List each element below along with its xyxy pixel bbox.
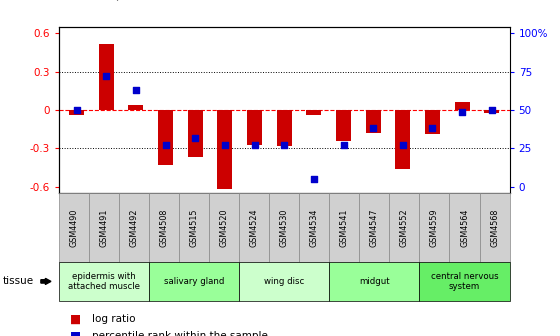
- Point: [309, 176, 318, 182]
- Text: GSM4492: GSM4492: [129, 208, 138, 247]
- Text: tissue: tissue: [3, 277, 34, 286]
- Point: [250, 143, 259, 148]
- Bar: [188, 110, 203, 157]
- Point: [221, 143, 230, 148]
- Bar: [425, 110, 440, 134]
- Bar: [366, 110, 381, 133]
- Bar: [99, 44, 114, 110]
- Text: GDS444 / 5401: GDS444 / 5401: [56, 0, 161, 2]
- Bar: [277, 110, 292, 146]
- Bar: [395, 110, 410, 169]
- Text: GSM4541: GSM4541: [340, 208, 349, 247]
- Point: [458, 109, 466, 114]
- Bar: [128, 105, 143, 110]
- Point: [191, 135, 200, 140]
- Text: percentile rank within the sample: percentile rank within the sample: [92, 331, 268, 336]
- Bar: [158, 110, 173, 165]
- Point: [72, 108, 81, 113]
- Point: [487, 108, 496, 113]
- Text: GSM4520: GSM4520: [220, 208, 228, 247]
- Bar: [336, 110, 351, 141]
- Point: [368, 126, 377, 131]
- Point: [279, 143, 289, 148]
- Text: salivary gland: salivary gland: [164, 277, 224, 286]
- Text: GSM4552: GSM4552: [400, 208, 409, 247]
- Bar: [247, 110, 262, 144]
- Point: [132, 87, 141, 93]
- Text: GSM4568: GSM4568: [490, 208, 499, 247]
- Text: epidermis with
attached muscle: epidermis with attached muscle: [68, 272, 140, 291]
- Text: GSM4559: GSM4559: [430, 208, 439, 247]
- Text: GSM4508: GSM4508: [160, 208, 169, 247]
- Text: ■: ■: [70, 313, 81, 326]
- Text: GSM4490: GSM4490: [69, 208, 78, 247]
- Text: midgut: midgut: [359, 277, 390, 286]
- Point: [339, 143, 348, 148]
- Text: GSM4530: GSM4530: [279, 208, 289, 247]
- Text: GSM4515: GSM4515: [189, 208, 199, 247]
- Text: ■: ■: [70, 330, 81, 336]
- Point: [428, 126, 437, 131]
- Text: wing disc: wing disc: [264, 277, 304, 286]
- Text: central nervous
system: central nervous system: [431, 272, 498, 291]
- Bar: [455, 102, 470, 110]
- Text: log ratio: log ratio: [92, 314, 136, 324]
- Bar: [217, 110, 232, 190]
- Text: GSM4564: GSM4564: [460, 208, 469, 247]
- Point: [102, 74, 111, 79]
- Text: GSM4491: GSM4491: [99, 208, 109, 247]
- Text: GSM4547: GSM4547: [370, 208, 379, 247]
- Point: [398, 143, 407, 148]
- Point: [161, 143, 170, 148]
- Bar: [69, 110, 84, 115]
- Bar: [484, 110, 499, 113]
- Text: GSM4534: GSM4534: [310, 208, 319, 247]
- Text: GSM4524: GSM4524: [250, 208, 259, 247]
- Bar: [306, 110, 321, 115]
